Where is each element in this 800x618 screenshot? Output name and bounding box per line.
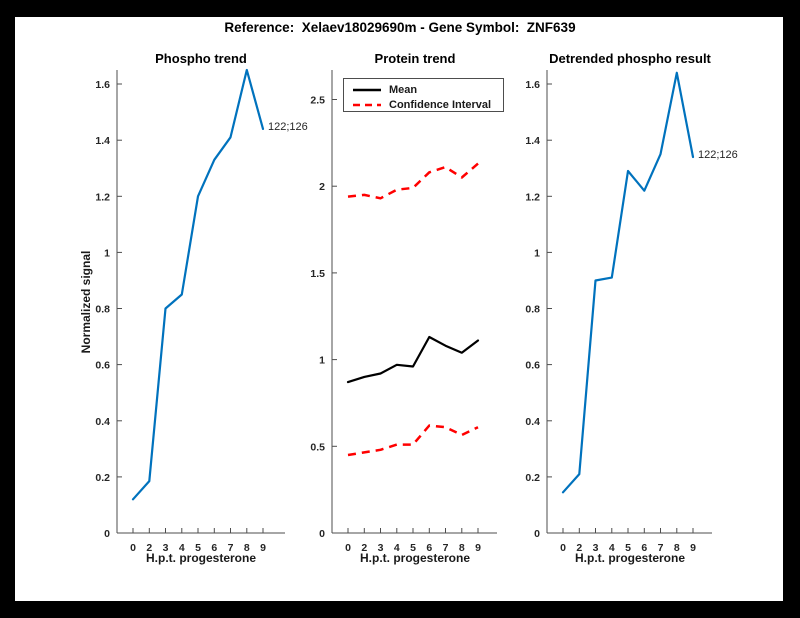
x-tick-label: 0 <box>560 542 566 554</box>
x-tick-label: 9 <box>690 542 696 554</box>
x-axis-label-1: H.p.t. progesterone <box>145 551 257 565</box>
x-axis-label-2: H.p.t. progesterone <box>359 551 471 565</box>
x-tick-label: 7 <box>658 542 664 554</box>
x-tick-label: 6 <box>211 542 217 554</box>
y-tick-label: 0 <box>319 528 325 540</box>
x-tick-label: 6 <box>641 542 647 554</box>
series-line <box>347 424 479 457</box>
subplot-title-protein-trend: Protein trend <box>374 51 456 66</box>
x-tick-label: 3 <box>163 542 169 554</box>
x-tick-label: 2 <box>146 542 152 554</box>
y-axis-label: Normalized signal <box>79 250 93 354</box>
series-line <box>561 71 695 494</box>
x-tick-label: 9 <box>260 542 266 554</box>
y-tick-label: 0.2 <box>525 472 540 484</box>
y-tick-label: 1.6 <box>525 79 540 91</box>
x-tick-label: 8 <box>674 542 680 554</box>
series-line <box>347 162 479 200</box>
series-line <box>346 335 480 384</box>
figure-paper <box>15 17 783 601</box>
series-line <box>131 68 265 501</box>
legend-label-mean: Mean <box>389 83 418 96</box>
detrended-phospho-plot: 00.20.40.60.811.21.41.60 2 3 4 5 6 7 8 9 <box>525 70 712 554</box>
x-tick-label: 2 <box>361 542 367 554</box>
y-tick-label: 0 <box>534 528 540 540</box>
x-tick-label: 2 <box>576 542 582 554</box>
y-tick-label: 1.6 <box>95 79 110 91</box>
x-axis-label-3: H.p.t. progesterone <box>574 551 686 565</box>
y-tick-label: 2 <box>319 181 325 193</box>
y-tick-label: 0.5 <box>310 441 325 453</box>
x-tick-label: 8 <box>459 542 465 554</box>
y-tick-label: 1 <box>319 355 325 367</box>
y-tick-label: 1 <box>534 247 540 259</box>
subplot-title-detrended-phospho: Detrended phospho result <box>549 51 711 66</box>
x-tick-label: 0 <box>345 542 351 554</box>
legend-entry-mean: Mean <box>352 82 503 97</box>
mean-line-sample-icon <box>353 88 381 91</box>
y-tick-label: 0.4 <box>95 416 110 428</box>
phospho-trend-plot: 00.20.40.60.811.21.41.60 2 3 4 5 6 7 8 9 <box>95 68 285 554</box>
y-tick-label: 0 <box>104 528 110 540</box>
y-tick-label: 1 <box>104 247 110 259</box>
y-tick-label: 0.6 <box>525 360 540 372</box>
y-tick-label: 0.6 <box>95 360 110 372</box>
y-tick-label: 0.2 <box>95 472 110 484</box>
x-tick-label: 8 <box>244 542 250 554</box>
y-tick-label: 2.5 <box>310 95 325 107</box>
peak-annotation-detrended: 122;126 <box>698 149 738 161</box>
y-tick-label: 1.2 <box>525 191 540 203</box>
x-tick-label: 9 <box>475 542 481 554</box>
legend-label-confidence-interval: Confidence Interval <box>389 98 492 111</box>
y-tick-label: 1.4 <box>95 135 110 147</box>
x-tick-label: 0 <box>130 542 136 554</box>
y-tick-label: 0.8 <box>525 304 540 316</box>
y-tick-label: 0.4 <box>525 416 540 428</box>
x-tick-label: 5 <box>625 542 631 554</box>
legend-box: Mean Confidence Interval <box>343 78 504 112</box>
x-tick-label: 5 <box>195 542 201 554</box>
x-tick-label: 4 <box>394 542 400 554</box>
x-tick-label: 7 <box>228 542 234 554</box>
confidence-interval-line-sample-icon <box>353 103 381 106</box>
y-tick-label: 1.4 <box>525 135 540 147</box>
x-tick-label: 3 <box>378 542 384 554</box>
peak-annotation-phospho: 122;126 <box>268 121 308 133</box>
x-tick-label: 5 <box>410 542 416 554</box>
y-tick-label: 1.5 <box>310 268 325 280</box>
legend-entry-confidence-interval: Confidence Interval <box>352 97 503 112</box>
x-tick-label: 6 <box>426 542 432 554</box>
figure-title: Reference: Xelaev18029690m - Gene Symbol… <box>224 20 576 35</box>
y-tick-label: 0.8 <box>95 304 110 316</box>
subplot-title-phospho-trend: Phospho trend <box>155 51 247 66</box>
y-tick-label: 1.2 <box>95 191 110 203</box>
x-tick-label: 3 <box>593 542 599 554</box>
x-tick-label: 4 <box>179 542 185 554</box>
protein-trend-plot: 00.511.522.50 2 3 4 5 6 7 8 9 <box>310 70 497 554</box>
x-tick-label: 7 <box>443 542 449 554</box>
x-tick-label: 4 <box>609 542 615 554</box>
